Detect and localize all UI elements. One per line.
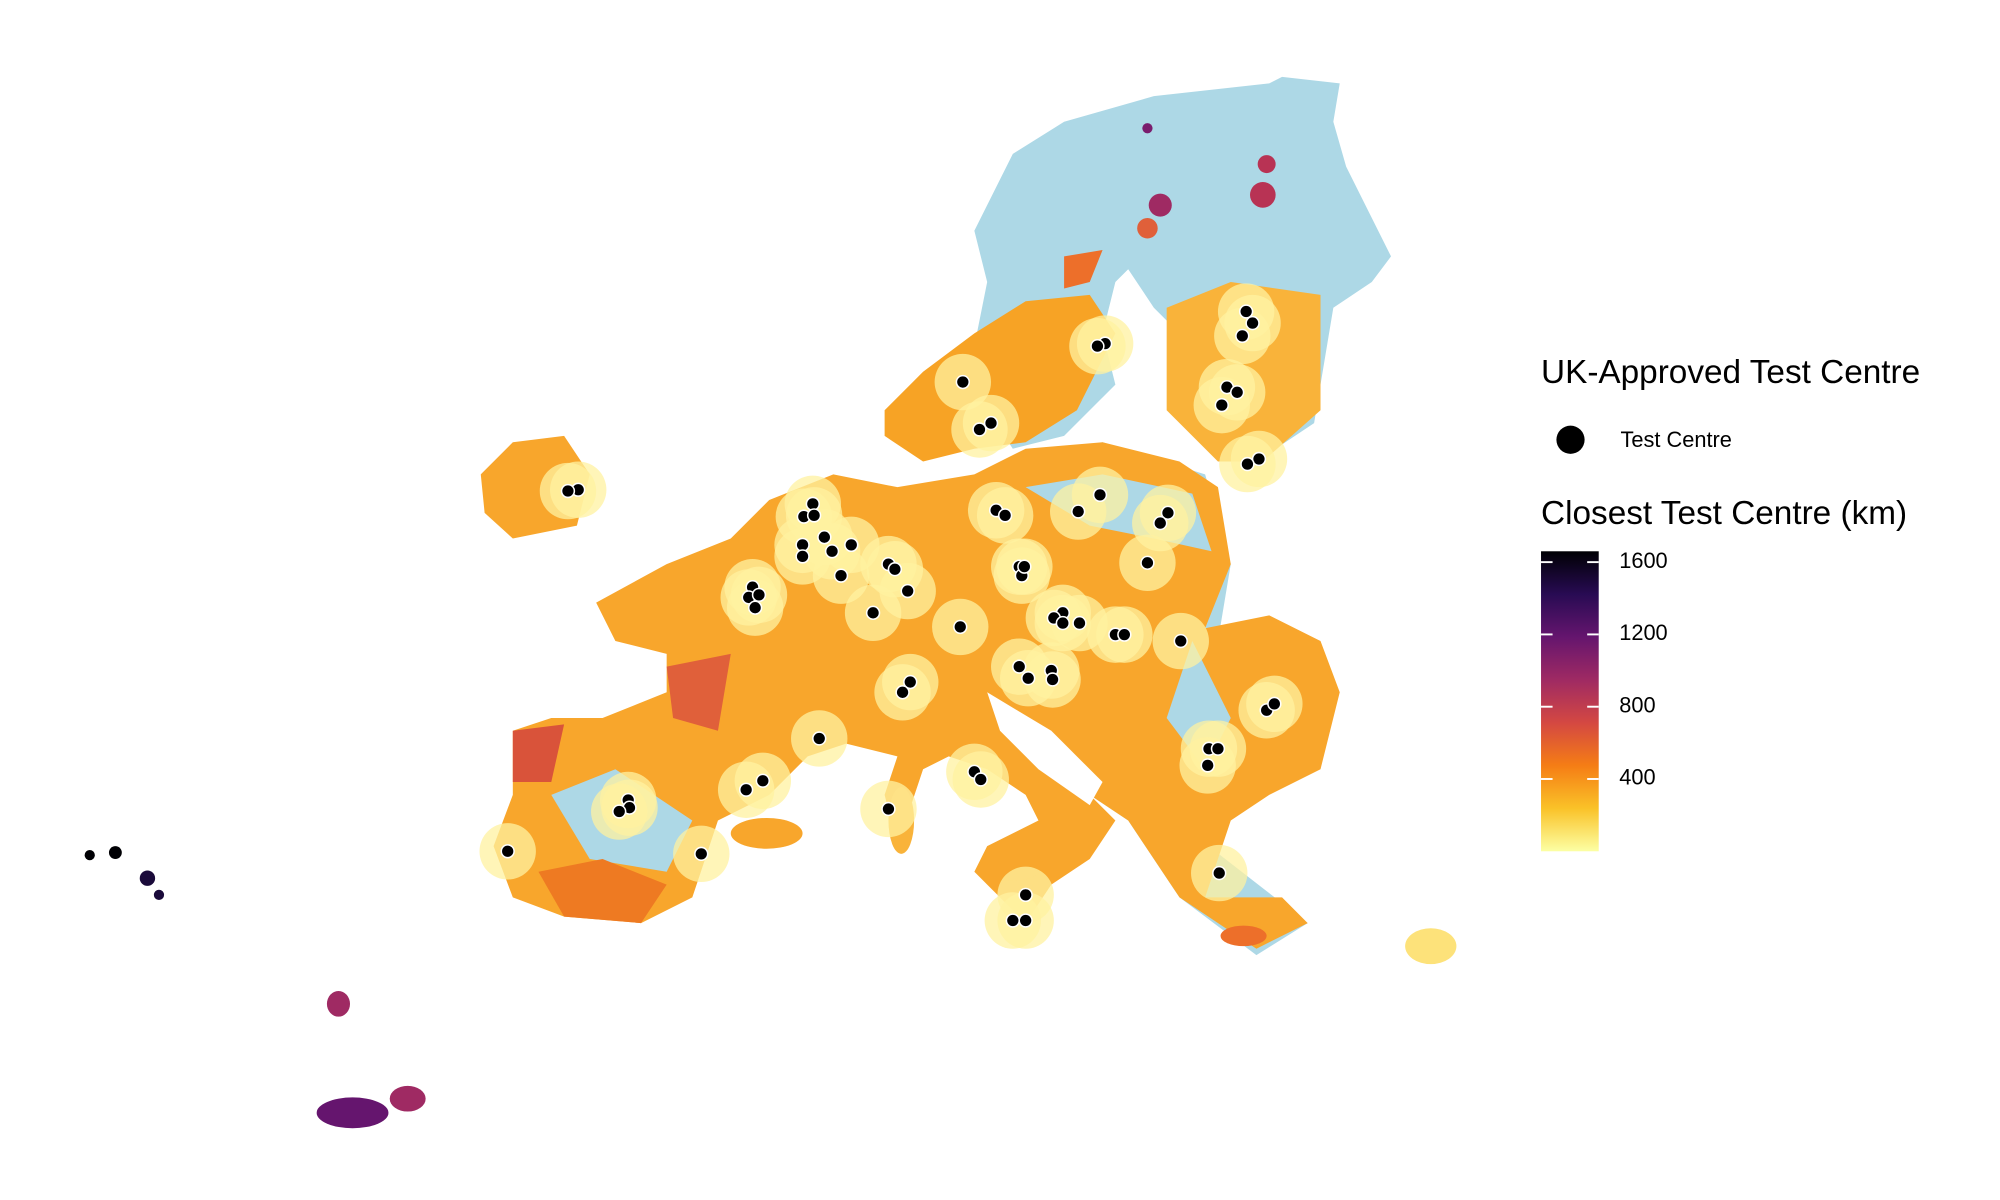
n-finland [1250, 182, 1276, 208]
test-centre [1005, 913, 1021, 928]
test-centre [887, 562, 903, 577]
test-centre [747, 600, 763, 615]
tick-label: 1200 [1619, 620, 1667, 645]
norway-sweden [884, 294, 1116, 462]
test-centre [900, 583, 915, 599]
colorbar-ticks: 400 800 1200 1600 [1541, 548, 1668, 790]
test-centre [1214, 397, 1229, 413]
test-centre [1117, 627, 1132, 642]
test-centre [1235, 328, 1250, 344]
test-centre [795, 549, 810, 564]
test-centre [1018, 887, 1033, 903]
test-centre [812, 731, 827, 746]
canaries-w [316, 1097, 389, 1129]
tick-label: 400 [1619, 765, 1655, 790]
test-centre [755, 773, 771, 788]
test-centre [612, 804, 627, 819]
legend-label: Test Centre [1621, 427, 1732, 452]
test-centre [1072, 615, 1087, 631]
test-centre [738, 782, 754, 797]
test-centre [955, 374, 971, 390]
test-centre [806, 508, 822, 523]
azores [84, 850, 95, 861]
s-iberia [538, 858, 667, 924]
azores [139, 870, 156, 886]
test-centre [833, 568, 849, 583]
test-centre [1090, 338, 1105, 354]
cyprus [1405, 928, 1457, 965]
balearics [730, 817, 803, 849]
tick-label: 800 [1619, 692, 1655, 717]
test-centre [1021, 671, 1036, 686]
test-centre [997, 508, 1013, 523]
n-finland [1257, 155, 1276, 174]
test-centre [694, 846, 709, 862]
test-centre [1160, 505, 1176, 520]
tick-label: 1600 [1619, 548, 1667, 573]
n-norway [1142, 123, 1153, 134]
test-centre [1012, 659, 1027, 674]
test-centre [1212, 865, 1227, 881]
crete [1220, 925, 1267, 947]
colorbar [1541, 551, 1599, 852]
test-centre [1092, 487, 1108, 503]
test-centre [1238, 304, 1254, 319]
test-centre [1251, 451, 1267, 467]
madeira [326, 991, 350, 1017]
legend-title: UK-Approved Test Centre [1541, 354, 1920, 391]
azores [108, 846, 122, 859]
legend-key [1556, 425, 1585, 454]
test-centre [1245, 315, 1260, 331]
test-centre [824, 544, 840, 559]
adriatic [987, 692, 1103, 806]
test-centre [500, 844, 515, 859]
test-centre [1055, 615, 1070, 631]
test-centre [903, 674, 918, 690]
test-centre [1267, 696, 1282, 712]
test-centre [953, 619, 968, 635]
test-centres [500, 304, 1282, 928]
test-centre [1200, 758, 1215, 773]
w-france [666, 653, 731, 731]
n-sweden2 [1137, 217, 1158, 239]
nw-iberia [512, 724, 565, 783]
test-centre [1140, 555, 1155, 570]
test-centre [1173, 633, 1188, 649]
colorbar-title: Closest Test Centre (km) [1541, 495, 1907, 532]
test-centre [751, 587, 767, 603]
test-centre [1240, 456, 1255, 472]
test-centre [560, 483, 576, 499]
test-centre [1018, 913, 1033, 928]
test-centre [1045, 672, 1060, 687]
test-centre [1153, 515, 1168, 531]
test-centre [1230, 385, 1245, 400]
test-centre [1210, 741, 1226, 756]
test-centre [865, 605, 881, 620]
n-sweden [1148, 193, 1172, 217]
test-centre [844, 537, 859, 553]
canaries-e [389, 1085, 426, 1112]
test-centre [881, 801, 896, 817]
n-scandinavia [1064, 250, 1103, 289]
azores [153, 889, 165, 900]
test-centre [983, 415, 999, 431]
test-centre [1071, 504, 1086, 519]
test-centre [972, 422, 987, 437]
test-centre [895, 685, 910, 700]
test-centre [817, 530, 832, 545]
test-centre [973, 772, 988, 787]
test-centre [1017, 559, 1032, 574]
